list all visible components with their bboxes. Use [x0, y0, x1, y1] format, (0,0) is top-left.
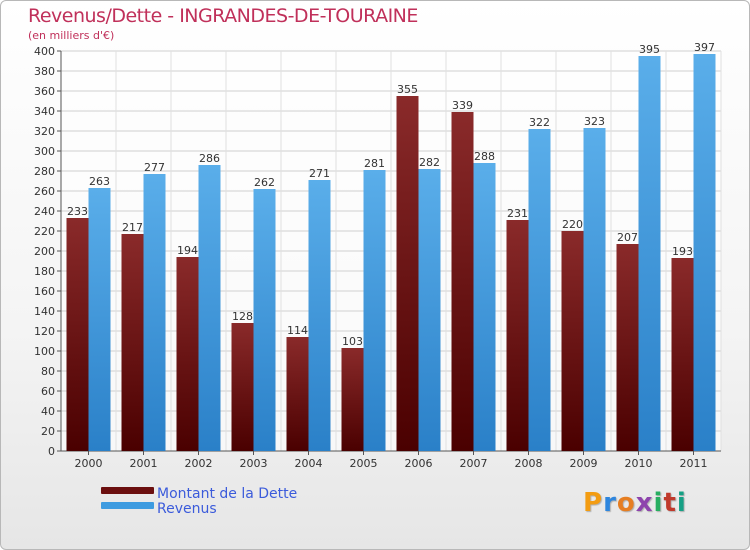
bar-dette — [671, 258, 694, 451]
y-tick-label: 0 — [48, 445, 55, 458]
bar-revenus — [693, 54, 716, 451]
y-tick-label: 380 — [34, 65, 55, 78]
value-label-dette: 220 — [562, 218, 583, 231]
value-label-dette: 355 — [397, 83, 418, 96]
x-tick-label: 2001 — [130, 457, 158, 470]
value-label-revenus: 282 — [419, 156, 440, 169]
y-tick-label: 360 — [34, 85, 55, 98]
value-label-revenus: 395 — [639, 43, 660, 56]
y-tick-label: 20 — [41, 425, 55, 438]
y-tick-label: 240 — [34, 205, 55, 218]
value-label-dette: 217 — [122, 221, 143, 234]
y-tick-label: 260 — [34, 185, 55, 198]
x-tick-label: 2003 — [240, 457, 268, 470]
bar-revenus — [308, 180, 331, 451]
x-tick-label: 2005 — [350, 457, 378, 470]
bar-dette — [341, 348, 364, 451]
chart-subtitle: (en milliers d'€) — [28, 29, 115, 42]
value-label-dette: 114 — [287, 324, 308, 337]
logo-letter: i — [653, 488, 664, 518]
y-tick-label: 340 — [34, 105, 55, 118]
x-tick-label: 2010 — [625, 457, 653, 470]
y-tick-label: 120 — [34, 325, 55, 338]
value-label-revenus: 281 — [364, 157, 385, 170]
bar-dette — [396, 96, 419, 451]
bar-dette — [616, 244, 639, 451]
y-tick-label: 80 — [41, 365, 55, 378]
bar-dette — [451, 112, 474, 451]
bar-revenus — [583, 128, 606, 451]
bar-revenus — [638, 56, 661, 451]
logo-letter: t — [663, 488, 677, 518]
y-tick-label: 280 — [34, 165, 55, 178]
x-tick-label: 2006 — [405, 457, 433, 470]
y-tick-label: 300 — [34, 145, 55, 158]
bar-revenus — [473, 163, 496, 451]
y-tick-label: 200 — [34, 245, 55, 258]
y-tick-label: 220 — [34, 225, 55, 238]
value-label-revenus: 286 — [199, 152, 220, 165]
bar-dette — [231, 323, 254, 451]
y-tick-label: 160 — [34, 285, 55, 298]
y-tick-label: 320 — [34, 125, 55, 138]
y-tick-label: 400 — [34, 45, 55, 58]
legend-swatch-revenus — [101, 502, 154, 509]
value-label-revenus: 323 — [584, 115, 605, 128]
value-label-revenus: 262 — [254, 176, 275, 189]
x-tick-label: 2000 — [75, 457, 103, 470]
x-tick-label: 2002 — [185, 457, 213, 470]
logo-letter: i — [676, 488, 687, 518]
value-label-dette: 339 — [452, 99, 473, 112]
value-label-revenus: 288 — [474, 150, 495, 163]
value-label-revenus: 277 — [144, 161, 165, 174]
proxiti-logo: Proxiti — [583, 488, 687, 518]
value-label-dette: 233 — [67, 205, 88, 218]
x-tick-label: 2011 — [680, 457, 708, 470]
bar-dette — [66, 218, 89, 451]
value-label-revenus: 263 — [89, 175, 110, 188]
bar-revenus — [418, 169, 441, 451]
bar-dette — [176, 257, 199, 451]
logo-letter: P — [583, 488, 604, 518]
value-label-dette: 193 — [672, 245, 693, 258]
chart-title: Revenus/Dette - INGRANDES-DE-TOURAINE — [28, 5, 418, 27]
legend-label-revenus: Revenus — [157, 501, 217, 517]
bar-revenus — [198, 165, 221, 451]
legend-swatch-dette — [101, 487, 154, 494]
logo-letter: r — [603, 488, 617, 518]
value-label-dette: 231 — [507, 207, 528, 220]
value-label-revenus: 271 — [309, 167, 330, 180]
bar-revenus — [528, 129, 551, 451]
bar-revenus — [363, 170, 386, 451]
bar-revenus — [88, 188, 111, 451]
legend-label-dette: Montant de la Dette — [157, 486, 298, 502]
value-label-dette: 194 — [177, 244, 198, 257]
x-tick-label: 2004 — [295, 457, 323, 470]
bar-dette — [506, 220, 529, 451]
bar-dette — [286, 337, 309, 451]
value-label-dette: 103 — [342, 335, 363, 348]
y-tick-label: 60 — [41, 385, 55, 398]
y-tick-label: 180 — [34, 265, 55, 278]
y-tick-label: 40 — [41, 405, 55, 418]
bar-dette — [121, 234, 144, 451]
value-label-revenus: 322 — [529, 116, 550, 129]
logo-letter: o — [616, 488, 636, 518]
value-label-dette: 207 — [617, 231, 638, 244]
bar-dette — [561, 231, 584, 451]
x-tick-label: 2008 — [515, 457, 543, 470]
x-tick-label: 2009 — [570, 457, 598, 470]
bar-revenus — [253, 189, 276, 451]
logo-letter: x — [635, 488, 654, 518]
y-tick-label: 100 — [34, 345, 55, 358]
value-label-revenus: 397 — [694, 41, 715, 54]
value-label-dette: 128 — [232, 310, 253, 323]
x-tick-label: 2007 — [460, 457, 488, 470]
y-tick-label: 140 — [34, 305, 55, 318]
bar-revenus — [143, 174, 166, 451]
